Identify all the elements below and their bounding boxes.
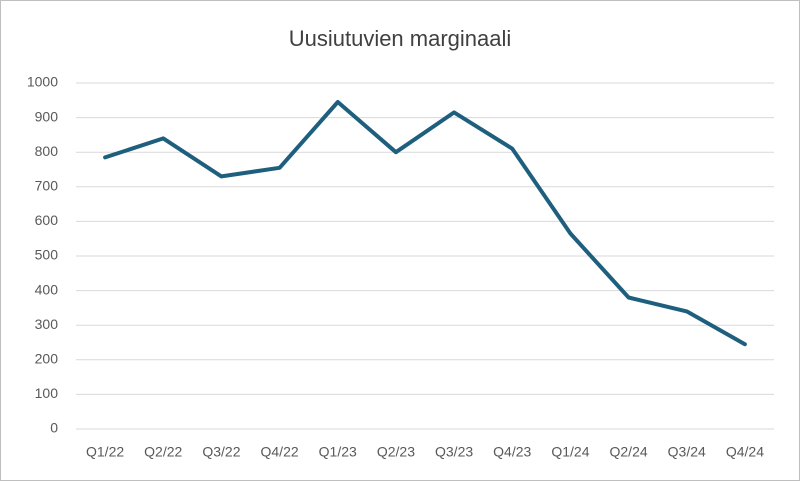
x-tick-label: Q4/22 <box>261 444 299 460</box>
x-tick-label: Q3/22 <box>202 444 240 460</box>
y-tick-label: 500 <box>35 247 59 263</box>
y-tick-label: 200 <box>35 351 59 367</box>
x-tick-label: Q4/23 <box>493 444 531 460</box>
y-tick-label: 600 <box>35 212 59 228</box>
chart-title: Uusiutuvien marginaali <box>289 26 512 51</box>
x-tick-label: Q2/23 <box>377 444 415 460</box>
x-tick-label: Q3/24 <box>668 444 706 460</box>
x-tick-label: Q2/24 <box>610 444 648 460</box>
data-line <box>103 100 747 347</box>
y-tick-label: 400 <box>35 281 59 297</box>
y-tick-label: 700 <box>35 178 59 194</box>
y-tick-label: 800 <box>35 143 59 159</box>
y-tick-label: 900 <box>35 108 59 124</box>
y-tick-label: 0 <box>50 420 58 436</box>
x-tick-label: Q1/22 <box>86 444 124 460</box>
x-tick-label: Q1/24 <box>551 444 589 460</box>
x-tick-label: Q4/24 <box>726 444 764 460</box>
x-tick-label: Q1/23 <box>319 444 357 460</box>
x-tick-label: Q2/22 <box>144 444 182 460</box>
y-tick-label: 100 <box>35 385 59 401</box>
y-tick-label: 300 <box>35 316 59 332</box>
y-tick-label: 1000 <box>27 74 58 90</box>
x-tick-label: Q3/23 <box>435 444 473 460</box>
